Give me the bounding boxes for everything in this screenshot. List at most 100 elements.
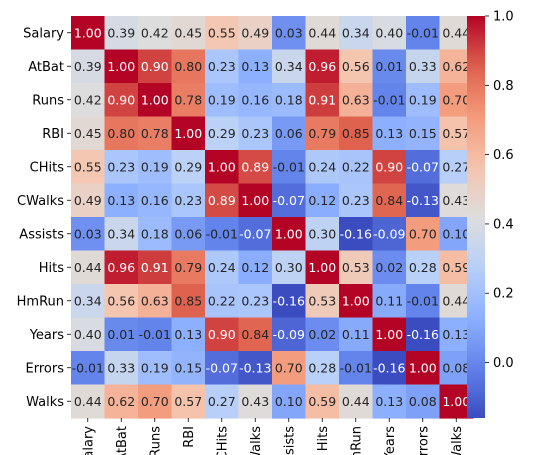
cell-value-label: 0.59 bbox=[308, 394, 336, 409]
heatmap-cell bbox=[71, 83, 106, 118]
heatmap-cell bbox=[406, 83, 441, 118]
cell-value-label: 0.23 bbox=[241, 293, 269, 308]
heatmap-cell bbox=[238, 83, 273, 118]
cell-value-label: 0.89 bbox=[208, 193, 236, 208]
heatmap-cell bbox=[71, 284, 106, 319]
cell-value-label: 0.01 bbox=[107, 327, 135, 342]
cell-value-label: 0.06 bbox=[275, 126, 303, 141]
x-tick-label: Walks bbox=[450, 426, 465, 455]
heatmap-cell bbox=[339, 183, 374, 218]
cell-value-label: 0.06 bbox=[174, 226, 202, 241]
y-tick-label: Years bbox=[29, 328, 65, 343]
heatmap-cell bbox=[372, 284, 407, 319]
heatmap-cell bbox=[138, 217, 173, 252]
cell-value-label: 0.01 bbox=[375, 59, 403, 74]
cell-value-label: 1.00 bbox=[241, 193, 269, 208]
cell-value-label: 0.27 bbox=[442, 159, 470, 174]
heatmap-cell bbox=[71, 183, 106, 218]
heatmap-cell bbox=[138, 284, 173, 319]
heatmap-cell bbox=[238, 284, 273, 319]
y-tick-label: RBI bbox=[42, 127, 64, 142]
heatmap-cell bbox=[406, 183, 441, 218]
colorbar-gradient bbox=[467, 16, 485, 418]
heatmap-cell bbox=[104, 16, 139, 51]
cell-value-label: 0.55 bbox=[74, 159, 102, 174]
cell-value-label: 0.53 bbox=[308, 293, 336, 308]
cell-value-label: -0.16 bbox=[340, 226, 372, 241]
heatmap-cell bbox=[372, 250, 407, 285]
cell-value-label: 0.23 bbox=[241, 126, 269, 141]
heatmap-cell bbox=[138, 16, 173, 51]
cell-value-label: 1.00 bbox=[208, 159, 236, 174]
heatmap-cell bbox=[372, 150, 407, 185]
x-tick-label: Salary bbox=[81, 426, 96, 455]
cell-value-label: 0.44 bbox=[442, 293, 470, 308]
cell-value-label: 0.33 bbox=[409, 59, 437, 74]
x-tick-label: CWalks bbox=[249, 426, 264, 455]
y-tick-labels: Salary AtBat Runs RBI CHits CWalks Assists Hits… bbox=[17, 26, 71, 410]
x-tick-label: HmRun bbox=[349, 426, 364, 455]
cell-value-label: 0.53 bbox=[342, 260, 370, 275]
heatmap-cell bbox=[205, 317, 240, 352]
heatmap-cell bbox=[339, 384, 374, 419]
cell-value-label: 0.03 bbox=[275, 25, 303, 40]
x-tick-label: Runs bbox=[148, 426, 163, 455]
heatmap-cell bbox=[171, 217, 206, 252]
cell-value-label: 0.43 bbox=[442, 193, 470, 208]
heatmap-cell bbox=[205, 217, 240, 252]
heatmap-cell bbox=[372, 317, 407, 352]
heatmap-cell bbox=[372, 116, 407, 151]
heatmap-cell bbox=[138, 116, 173, 151]
heatmap-cell bbox=[104, 183, 139, 218]
heatmap-cell bbox=[339, 250, 374, 285]
cell-value-label: 0.10 bbox=[442, 226, 470, 241]
cell-value-label: 0.70 bbox=[442, 92, 470, 107]
y-tick-label: Hits bbox=[39, 261, 64, 276]
heatmap-cell bbox=[71, 217, 106, 252]
heatmap-cell bbox=[305, 16, 340, 51]
heatmap-cell bbox=[71, 16, 106, 51]
heatmap-cell bbox=[171, 49, 206, 84]
x-tick-labels: Salary AtBat Runs RBI CHits CWalks Assists Hits… bbox=[81, 418, 465, 455]
heatmap-cell bbox=[406, 150, 441, 185]
cell-value-label: 0.30 bbox=[275, 260, 303, 275]
heatmap-cell bbox=[406, 49, 441, 84]
heatmap-cell bbox=[238, 116, 273, 151]
cell-value-label: -0.09 bbox=[373, 226, 405, 241]
x-tick-label: Years bbox=[383, 426, 398, 455]
cell-value-label: 0.40 bbox=[74, 327, 102, 342]
cell-value-label: -0.01 bbox=[72, 360, 104, 375]
cell-value-label: -0.13 bbox=[239, 360, 271, 375]
heatmap-cell bbox=[305, 116, 340, 151]
cell-value-label: 0.34 bbox=[107, 226, 135, 241]
y-tick-label: AtBat bbox=[28, 60, 64, 75]
heatmap-cell bbox=[305, 317, 340, 352]
cell-value-label: 0.18 bbox=[141, 226, 169, 241]
cell-value-label: -0.01 bbox=[407, 25, 439, 40]
heatmap-cell bbox=[238, 250, 273, 285]
cell-value-label: 1.00 bbox=[275, 226, 303, 241]
heatmap-cell bbox=[171, 351, 206, 386]
cell-value-label: 0.27 bbox=[208, 394, 236, 409]
cell-value-label: 0.84 bbox=[241, 327, 269, 342]
cell-value-label: 0.12 bbox=[241, 260, 269, 275]
cell-value-label: -0.07 bbox=[273, 193, 305, 208]
heatmap-cell bbox=[406, 384, 441, 419]
cell-value-label: 0.44 bbox=[308, 25, 336, 40]
heatmap-cell bbox=[205, 116, 240, 151]
heatmap-cell bbox=[305, 351, 340, 386]
cell-value-label: 0.79 bbox=[174, 260, 202, 275]
heatmap-cell bbox=[104, 351, 139, 386]
heatmap-cell bbox=[272, 183, 307, 218]
y-tick-label: CWalks bbox=[17, 194, 64, 209]
heatmap-cell bbox=[406, 250, 441, 285]
y-tick-label: Errors bbox=[26, 361, 65, 376]
cell-value-label: 0.96 bbox=[308, 59, 336, 74]
cell-value-label: 0.91 bbox=[308, 92, 336, 107]
cell-value-label: 0.08 bbox=[442, 360, 470, 375]
cell-value-label: 0.85 bbox=[174, 293, 202, 308]
heatmap-cell bbox=[272, 217, 307, 252]
heatmap-cell bbox=[406, 317, 441, 352]
cell-value-label: 0.62 bbox=[442, 59, 470, 74]
